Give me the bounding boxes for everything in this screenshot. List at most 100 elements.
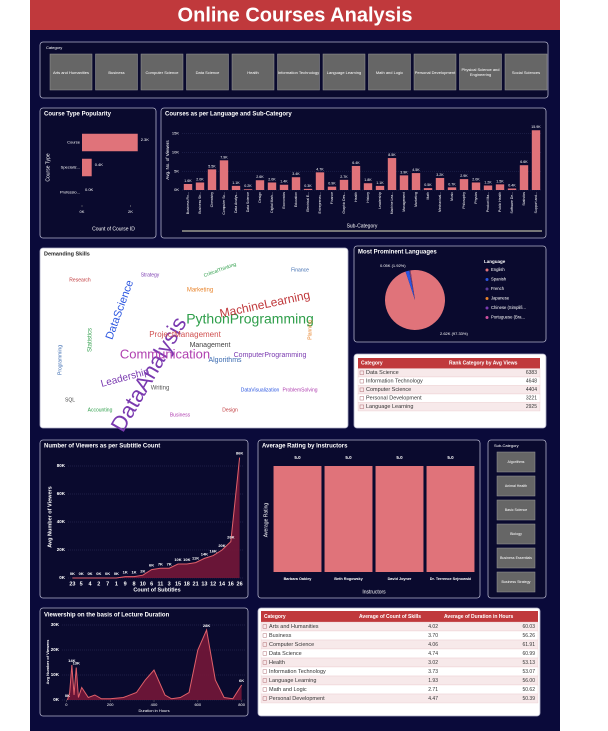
x-tick-label: Leadership: [378, 192, 382, 209]
slicer-button[interactable]: [231, 53, 275, 91]
slicer-button-text[interactable]: Business: [108, 69, 125, 75]
cell: 4.47: [428, 696, 438, 702]
panel: [39, 107, 157, 239]
area: [72, 457, 240, 578]
row-checkbox[interactable]: [359, 370, 364, 375]
data-label: 1.4K: [280, 180, 288, 184]
pie-slice: [385, 269, 446, 330]
row-checkbox[interactable]: [262, 696, 267, 701]
data-label: 1.8K: [364, 178, 372, 182]
slicer-button-text[interactable]: Arts and Humanities: [52, 69, 89, 75]
slicer-button-text[interactable]: Personal Development: [414, 69, 456, 75]
data-label: 1.1K: [232, 181, 240, 185]
slicer-button[interactable]: [95, 53, 138, 91]
x-tick-label: 23: [69, 581, 75, 587]
cell: Business: [269, 633, 292, 639]
slicer-button-label: Personal Development: [414, 69, 456, 75]
cell: 3.70: [428, 633, 438, 639]
table-row: [260, 693, 539, 704]
slicer-button[interactable]: [504, 53, 548, 91]
slicer-button[interactable]: [496, 499, 536, 521]
slicer-button[interactable]: [49, 53, 93, 91]
data-label: 6.4K: [352, 161, 360, 165]
word: Business: [170, 412, 191, 418]
table-row: [260, 630, 539, 641]
slicer-button-text[interactable]: Information Technology: [277, 69, 320, 75]
slicer-button[interactable]: [496, 475, 536, 497]
data-label: 0K: [96, 571, 101, 576]
slicer-button[interactable]: [186, 53, 229, 91]
slicer-button-text[interactable]: Computer Science: [145, 69, 179, 75]
x-tick-label: 13: [201, 581, 207, 587]
row-checkbox[interactable]: [359, 387, 364, 392]
bar: [423, 188, 433, 190]
data-label: 86K: [236, 451, 243, 456]
row-checkbox[interactable]: [359, 396, 364, 401]
cell: Personal Development: [366, 396, 422, 402]
data-label: 10K: [174, 557, 181, 562]
word: Programming: [57, 345, 63, 375]
data-label: 7K: [167, 561, 172, 566]
row-checkbox[interactable]: [262, 687, 267, 692]
cell: 60.03: [522, 624, 535, 630]
slicer-button-label: Data Science: [195, 69, 220, 75]
row-checkbox[interactable]: [262, 678, 267, 683]
slicer-button[interactable]: [322, 53, 366, 91]
x-tick-label: Product Ma...: [486, 192, 490, 212]
x-tick-label: Physics: [474, 192, 478, 204]
x-tick-label: 12: [210, 581, 216, 587]
scrollbar: [182, 230, 542, 232]
x-tick-label: 1: [115, 581, 118, 587]
x-tick-label: 16: [228, 581, 234, 587]
row-checkbox[interactable]: [262, 633, 267, 638]
row-checkbox[interactable]: [262, 660, 267, 665]
slicer-button[interactable]: [277, 53, 320, 91]
cell: 4.74: [428, 651, 438, 657]
slicer-button[interactable]: [496, 523, 536, 545]
slicer-button[interactable]: [459, 53, 502, 91]
x-tick-label: Math: [426, 192, 430, 200]
slicer-button-text[interactable]: Physical Science and Engineering: [461, 67, 500, 77]
slicer-button[interactable]: [140, 53, 184, 91]
legend-swatch: [485, 278, 489, 281]
bar: [459, 179, 469, 190]
data-label: 1.2K: [484, 180, 492, 184]
slicer-button[interactable]: [496, 571, 536, 593]
bar: [273, 466, 322, 572]
x-tick-label: Computer Sc...: [222, 192, 226, 215]
area: [67, 630, 242, 700]
panel: [353, 245, 547, 343]
bar: [351, 165, 361, 190]
row-checkbox[interactable]: [262, 642, 267, 647]
row-checkbox[interactable]: [262, 624, 267, 629]
row-checkbox[interactable]: [359, 404, 364, 409]
slicer-button-text[interactable]: Health: [247, 69, 259, 75]
bar: [324, 466, 373, 572]
slicer-button-label: Health: [247, 69, 259, 75]
chart-title: Viewership on the basis of Lecture Durat…: [44, 613, 170, 619]
x-tick-label: Data Analys...: [234, 192, 238, 213]
column-header: Category: [361, 361, 383, 367]
slicer-button[interactable]: [496, 547, 536, 569]
slicer-button-text[interactable]: Math and Logic: [375, 69, 404, 75]
word: DataVisualization: [241, 387, 280, 393]
x-tick-label: 400: [151, 702, 158, 707]
row-checkbox[interactable]: [262, 669, 267, 674]
slicer-button-text[interactable]: Language Learning: [326, 69, 362, 75]
data-label: 6.6K: [520, 160, 528, 164]
slicer-button-text[interactable]: Social Sciences: [511, 69, 541, 75]
x-tick-label: 2K: [128, 209, 133, 214]
row-checkbox[interactable]: [262, 651, 267, 656]
data-label: 0K: [79, 571, 84, 576]
data-label: 2.3K: [141, 137, 150, 142]
slicer-button-text[interactable]: Data Science: [195, 69, 220, 75]
slicer-button[interactable]: [496, 451, 536, 473]
bar: [483, 185, 493, 190]
y-tick-label: 10K: [51, 672, 60, 677]
slicer-button[interactable]: [413, 53, 457, 91]
row-checkbox[interactable]: [359, 379, 364, 384]
cell: Data Science: [366, 370, 399, 376]
y-tick-label: 80K: [57, 463, 66, 468]
slicer-button[interactable]: [368, 53, 411, 91]
bar: [267, 182, 277, 190]
